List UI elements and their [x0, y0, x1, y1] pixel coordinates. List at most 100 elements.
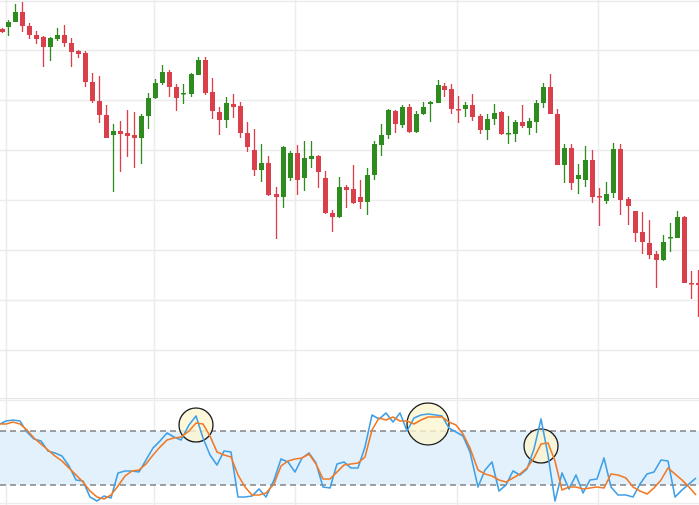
candle-body — [196, 60, 201, 75]
candle-body — [668, 237, 673, 239]
candle-body — [224, 103, 229, 120]
candle-up — [6, 20, 11, 36]
candle-body — [132, 135, 137, 138]
candle-up — [527, 118, 532, 135]
candle-body — [146, 98, 151, 116]
candle-up — [492, 104, 497, 125]
candle-body — [6, 22, 11, 27]
candle-body — [252, 150, 257, 170]
candle-up — [400, 105, 405, 128]
candle-up — [302, 141, 307, 191]
candle-down — [0, 28, 5, 33]
candle-body — [245, 133, 250, 147]
candle-up — [181, 84, 186, 104]
candle-body — [302, 158, 307, 178]
candle-up — [288, 151, 293, 181]
candle-down — [323, 171, 328, 214]
candle-body — [323, 178, 328, 213]
candle-up — [386, 109, 391, 139]
candle-body — [470, 105, 475, 117]
candle-up — [675, 211, 680, 238]
candle-up — [604, 182, 609, 204]
candle-down — [569, 144, 574, 190]
candle-body — [386, 110, 391, 135]
candle-up — [372, 141, 377, 180]
candle-up — [55, 28, 60, 41]
candle-body — [618, 149, 623, 200]
oscillator-band — [0, 431, 699, 485]
candle-body — [344, 187, 349, 190]
candle-down — [125, 110, 130, 157]
candle-up — [48, 37, 53, 61]
candle-down — [316, 155, 321, 188]
candle-body — [485, 119, 490, 130]
candle-body — [421, 107, 426, 114]
candle-body — [372, 144, 377, 175]
candle-body — [414, 114, 419, 132]
candle-down — [203, 57, 208, 95]
candle-body — [449, 89, 454, 109]
candle-down — [456, 96, 461, 123]
candle-body — [210, 92, 215, 111]
candle-body — [689, 283, 694, 285]
candle-body — [513, 122, 518, 134]
candle-body — [238, 106, 243, 133]
candle-up — [576, 164, 581, 194]
candle-down — [393, 110, 398, 133]
candle-body — [682, 217, 687, 283]
candle-body — [407, 107, 412, 132]
candle-down — [34, 31, 39, 44]
candle-body — [266, 163, 271, 195]
candle-up — [160, 65, 165, 85]
candle-body — [506, 133, 511, 135]
candle-body — [111, 131, 116, 135]
candle-body — [358, 197, 363, 202]
candle-body — [295, 153, 300, 180]
candle-down — [252, 129, 257, 176]
candle-body — [309, 156, 314, 159]
candle-body — [41, 37, 46, 47]
candle-up — [661, 235, 666, 261]
candle-up — [513, 120, 518, 142]
candle-body — [281, 147, 286, 197]
candle-down — [76, 50, 81, 58]
candle-body — [330, 213, 335, 217]
candle-body — [231, 104, 236, 107]
candle-up — [337, 177, 342, 218]
candle-body — [527, 121, 532, 128]
candle-body — [62, 35, 67, 43]
candle-body — [640, 232, 645, 242]
candle-body — [365, 175, 370, 202]
candle-body — [548, 87, 553, 114]
candle-body — [583, 160, 588, 180]
signal-highlight-circle — [523, 428, 559, 464]
candle-down — [520, 105, 525, 128]
candle-body — [675, 217, 680, 238]
candle-body — [189, 74, 194, 94]
candle-body — [590, 160, 595, 197]
candle-body — [393, 111, 398, 124]
candle-body — [604, 194, 609, 201]
candle-body — [125, 133, 130, 136]
candle-up — [224, 97, 229, 128]
candle-body — [633, 211, 638, 233]
candle-body — [259, 163, 264, 170]
candle-up — [13, 4, 18, 22]
candle-body — [478, 116, 483, 130]
candle-up — [506, 116, 511, 144]
candle-up — [485, 114, 490, 140]
candle-body — [288, 153, 293, 178]
candle-down — [27, 23, 32, 39]
candle-body — [400, 107, 405, 125]
candle-down — [351, 165, 356, 204]
candle-body — [696, 283, 699, 285]
candle-down — [266, 156, 271, 196]
candle-down — [83, 51, 88, 87]
candle-body — [0, 29, 5, 32]
candle-down — [104, 105, 109, 138]
candle-body — [13, 12, 18, 22]
candle-body — [83, 53, 88, 82]
